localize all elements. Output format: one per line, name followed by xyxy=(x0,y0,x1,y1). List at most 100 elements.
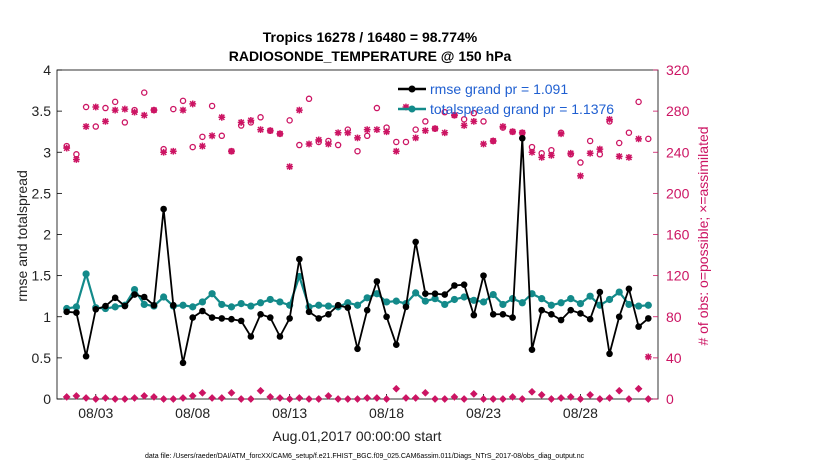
obs-assimilated-point xyxy=(577,172,584,180)
obs-rejected-point xyxy=(363,394,372,402)
obs-rejected-point xyxy=(392,384,401,393)
obs-possible-point xyxy=(363,132,371,140)
obs-rejected-point xyxy=(557,394,566,402)
spread-point xyxy=(208,290,216,298)
obs-rejected-point xyxy=(72,391,81,400)
spread-point xyxy=(227,303,236,311)
obs-possible-point xyxy=(334,141,342,149)
rmse-point xyxy=(73,309,80,316)
rmse-point xyxy=(189,314,197,321)
spread-point xyxy=(392,297,400,305)
obs-rejected-point xyxy=(314,395,323,403)
obs-assimilated-point xyxy=(499,123,507,130)
rmse-point xyxy=(557,316,565,324)
spread-point xyxy=(382,298,391,306)
obs-rejected-point xyxy=(111,395,120,403)
spread-point xyxy=(324,302,333,310)
obs-assimilated-point xyxy=(402,103,410,111)
chart-title: Tropics 16278 / 16480 = 98.774% xyxy=(263,29,478,45)
spread-point xyxy=(644,301,652,309)
obs-assimilated-point xyxy=(131,108,138,116)
rmse-point xyxy=(645,315,652,322)
y-right-tick-label: 280 xyxy=(666,103,690,119)
obs-rejected-point xyxy=(518,395,527,403)
spread-point xyxy=(130,286,139,294)
y-left-axis: 0 0.5 1 1.5 2 2.5 3 3.5 4 xyxy=(32,62,62,407)
rmse-point xyxy=(305,308,313,316)
spread-point xyxy=(460,293,468,301)
spread-point xyxy=(557,299,565,307)
obs-rejected-point xyxy=(411,394,420,402)
obs-rejected-point xyxy=(169,395,178,403)
spread-point xyxy=(441,300,449,309)
obs-possible-point xyxy=(82,103,90,111)
obs-rejected-point xyxy=(140,391,149,400)
obs-assimilated-point xyxy=(547,151,555,159)
legend-rmse-label: rmse grand pr = 1.091 xyxy=(430,81,568,97)
y-left-tick-label: 1.5 xyxy=(32,268,52,284)
spread-point xyxy=(605,295,614,304)
rmse-point xyxy=(179,359,187,367)
rmse-point xyxy=(325,310,332,318)
rmse-point xyxy=(480,272,487,279)
obs-assimilated-point xyxy=(354,134,361,142)
rmse-point xyxy=(460,281,468,288)
y-left-tick-label: 0 xyxy=(43,391,51,407)
rmse-point xyxy=(528,346,536,353)
rmse-point xyxy=(489,310,497,318)
rmse-point xyxy=(131,291,138,298)
rmse-point xyxy=(422,290,429,298)
obs-assimilated-point xyxy=(92,103,100,111)
obs-possible-point xyxy=(208,102,216,110)
obs-assimilated-point xyxy=(315,136,323,144)
obs-assimilated-point xyxy=(528,148,536,156)
obs-rejected-point xyxy=(179,394,187,402)
spread-point xyxy=(567,295,575,303)
obs-assimilated-point xyxy=(460,122,468,129)
obs-assimilated-point xyxy=(470,118,478,125)
obs-possible-point xyxy=(286,117,293,124)
spread-point xyxy=(479,298,488,306)
rmse-point xyxy=(228,315,235,323)
spread-point xyxy=(586,292,594,300)
obs-possible-point xyxy=(170,105,177,113)
rmse-point xyxy=(518,134,526,142)
y-right-tick-label: 320 xyxy=(666,62,690,78)
rmse-point xyxy=(160,205,167,213)
y-left-tick-label: 0.5 xyxy=(32,350,52,366)
spread-point xyxy=(111,303,119,311)
spread-point xyxy=(373,290,381,298)
rmse-point xyxy=(363,306,371,314)
obs-assimilated-point xyxy=(489,137,497,145)
obs-rejected-point xyxy=(547,395,556,403)
legend: rmse grand pr = 1.091 totalspread grand … xyxy=(398,81,614,117)
obs-rejected-point xyxy=(537,390,546,399)
y-right-tick-label: 160 xyxy=(666,227,690,243)
obs-rejected-point xyxy=(343,395,352,403)
series-layer xyxy=(62,89,653,403)
obs-rejected-point xyxy=(489,395,498,403)
rmse-point xyxy=(286,315,293,322)
spread-point xyxy=(198,298,207,306)
obs-rejected-point xyxy=(256,386,265,395)
rmse-point xyxy=(451,282,458,289)
obs-possible-point xyxy=(189,143,196,151)
footnote: data file: /Users/raeder/DAI/ATM_forcXX/… xyxy=(145,453,585,460)
spread-point xyxy=(189,303,197,311)
spread-point xyxy=(499,300,507,309)
rmse-point xyxy=(82,352,90,360)
spread-point xyxy=(218,300,226,309)
spread-point xyxy=(615,288,623,296)
obs-rejected-point xyxy=(159,395,168,403)
rmse-point xyxy=(237,317,245,325)
obs-assimilated-point xyxy=(334,129,342,137)
obs-rejected-point xyxy=(198,388,207,397)
obs-possible-point xyxy=(470,109,478,117)
rmse-point xyxy=(373,278,381,285)
x-tick-label: 08/23 xyxy=(466,405,501,421)
obs-rejected-point xyxy=(508,392,517,401)
spread-point xyxy=(412,289,420,297)
obs-rejected-point xyxy=(101,394,110,402)
rmse-point xyxy=(63,308,70,316)
